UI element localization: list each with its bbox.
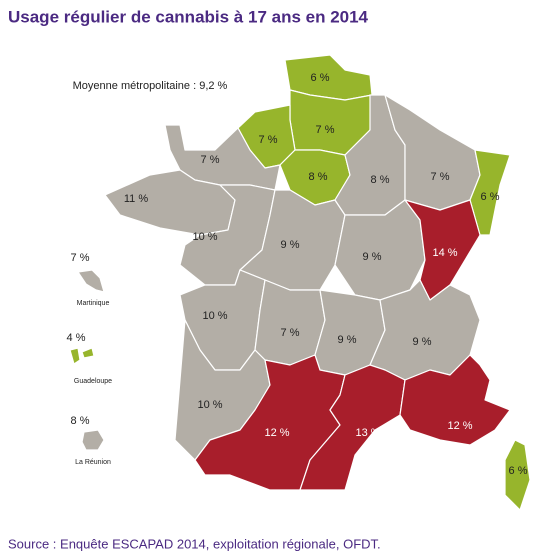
region [399, 354, 511, 446]
overseas-label: 8 % [71, 415, 90, 427]
region [254, 279, 326, 366]
region-label: 7 % [431, 171, 450, 183]
region-label: 14 % [432, 247, 457, 259]
region-label: 12 % [264, 427, 289, 439]
region-label: 9 % [413, 336, 432, 348]
region-label: 6 % [481, 191, 500, 203]
region-label: 6 % [311, 72, 330, 84]
region-label: 10 % [197, 399, 222, 411]
average-note: Moyenne métropolitaine : 9,2 % [73, 80, 228, 92]
overseas-territory [69, 347, 95, 365]
region-label: 7 % [316, 124, 335, 136]
region [239, 189, 346, 291]
overseas-name: Guadeloupe [74, 378, 112, 385]
region-label: 6 % [509, 465, 528, 477]
region [469, 149, 511, 236]
region-label: 9 % [363, 251, 382, 263]
region-label: 7 % [259, 134, 278, 146]
overseas-name: La Réunion [75, 459, 111, 466]
region [504, 439, 531, 511]
source: Source : Enquête ESCAPAD 2014, exploitat… [8, 536, 381, 551]
region-label: 13 % [355, 427, 380, 439]
region-label: 11 % [124, 193, 148, 205]
region-label: 8 % [371, 174, 390, 186]
region-label: 10 % [202, 310, 227, 322]
overseas-name: Martinique [77, 300, 110, 307]
region [299, 364, 406, 491]
title: Usage régulier de cannabis à 17 ans en 2… [8, 7, 369, 26]
region-label: 7 % [201, 154, 220, 166]
overseas-label: 7 % [71, 252, 90, 264]
region-label: 12 % [447, 420, 472, 432]
overseas-territory [77, 269, 105, 293]
overseas-territory [81, 429, 105, 451]
region-label: 9 % [338, 334, 357, 346]
region-label: 10 % [192, 231, 217, 243]
overseas-label: 4 % [67, 332, 86, 344]
region-label: 8 % [309, 171, 328, 183]
region-label: 7 % [281, 327, 300, 339]
region-label: 9 % [281, 239, 300, 251]
